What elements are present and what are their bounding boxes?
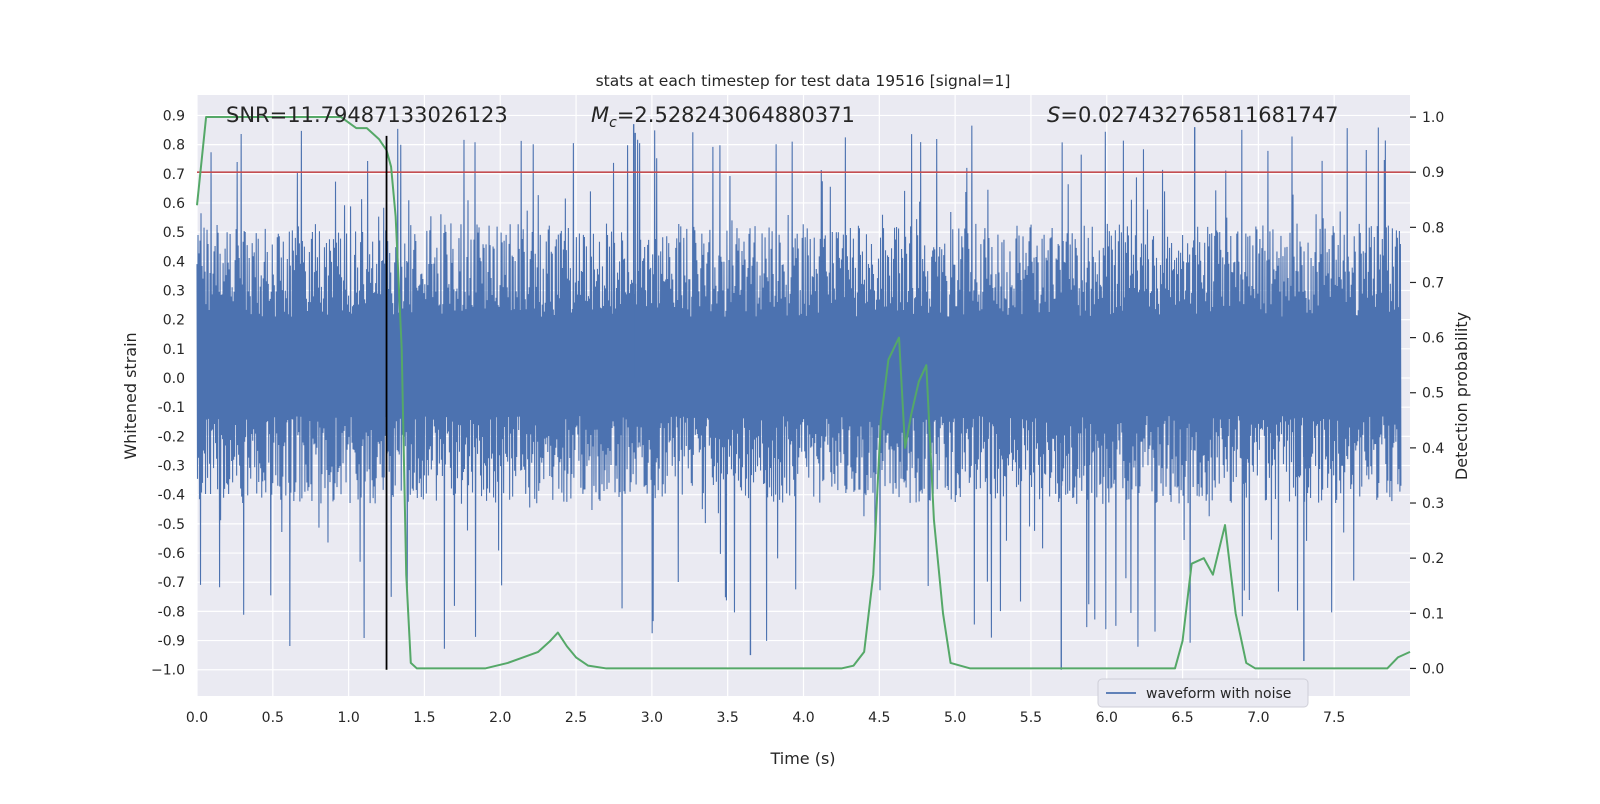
chart-title: stats at each timestep for test data 195…: [596, 72, 1011, 90]
y-left-tick-label: 0.5: [163, 225, 185, 241]
y-left-tick-label: 0.7: [163, 167, 185, 183]
x-tick-label: 6.0: [1096, 710, 1118, 726]
legend-label: waveform with noise: [1146, 686, 1291, 702]
y-right-tick-label: 1.0: [1422, 110, 1444, 126]
y-left-tick-label: 0.1: [163, 342, 185, 358]
x-axis-label: Time (s): [769, 749, 835, 768]
y-left-tick-label: 0.2: [163, 313, 185, 329]
x-tick-label: 5.0: [944, 710, 966, 726]
x-tick-label: 4.5: [868, 710, 890, 726]
y-left-tick-label: 0.3: [163, 283, 185, 299]
y-left-tick-label: -0.4: [158, 488, 185, 504]
legend: waveform with noise: [1097, 678, 1309, 708]
y-left-tick-label: 0.8: [163, 138, 185, 154]
x-tick-label: 1.0: [337, 710, 359, 726]
y-left-tick-label: -0.6: [158, 546, 185, 562]
x-tick-label: 3.0: [641, 710, 663, 726]
legend-box: [1097, 678, 1309, 708]
y-right-tick-label: 0.4: [1422, 441, 1444, 457]
x-tick-label: 3.5: [717, 710, 739, 726]
snr-annotation: SNR=11.79487133026123: [226, 103, 508, 127]
waveform-series: [196, 124, 1402, 670]
x-tick-label: 0.0: [186, 710, 208, 726]
y-left-tick-label: -0.2: [158, 429, 185, 445]
y-left-tick-label: 0.4: [163, 254, 185, 270]
y-left-tick-label: 0.0: [163, 371, 185, 387]
x-tick-label: 7.0: [1247, 710, 1269, 726]
chirp-mass-annotation: Mc=2.528243064880371: [591, 103, 855, 131]
x-tick-label: 7.5: [1323, 710, 1345, 726]
y-right-tick-label: 0.5: [1422, 386, 1444, 402]
x-tick-label: 2.0: [489, 710, 511, 726]
y-right-tick-label: 0.2: [1422, 551, 1444, 567]
y-left-tick-label: -0.3: [158, 459, 185, 475]
s-symbol: S: [1047, 103, 1060, 127]
y-right-tick-label: 0.1: [1422, 606, 1444, 622]
s-annotation: S=0.027432765811681747: [1047, 103, 1338, 127]
y-right-tick-label: 0.7: [1422, 275, 1444, 291]
y-axis-right-label: Detection probability: [1452, 312, 1471, 480]
y-left-tick-label: 0.9: [163, 108, 185, 124]
y-left-tick-label: -0.8: [158, 604, 185, 620]
chirp-mass-value: =2.528243064880371: [617, 103, 855, 127]
chirp-mass-symbol: M: [591, 103, 609, 127]
s-value: =0.027432765811681747: [1060, 103, 1338, 127]
y-right-tick-label: 0.9: [1422, 165, 1444, 181]
y-left-tick-label: -0.1: [158, 400, 185, 416]
x-tick-label: 6.5: [1171, 710, 1193, 726]
y-left-tick-label: 0.6: [163, 196, 185, 212]
y-left-tick-label: -0.5: [158, 517, 185, 533]
x-tick-label: 4.0: [792, 710, 814, 726]
y-right-tick-label: 0.6: [1422, 331, 1444, 347]
y-axis-left-label: Whitened strain: [121, 332, 140, 459]
x-tick-label: 5.5: [1020, 710, 1042, 726]
x-tick-label: 1.5: [413, 710, 435, 726]
chirp-mass-subscript: c: [609, 115, 617, 131]
y-left-tick-label: -0.9: [158, 634, 185, 650]
y-right-tick-label: 0.3: [1422, 496, 1444, 512]
y-right-tick-label: 0.8: [1422, 220, 1444, 236]
y-left-tick-label: −1.0: [151, 663, 185, 679]
x-tick-label: 0.5: [262, 710, 284, 726]
x-tick-label: 2.5: [565, 710, 587, 726]
waveform-line: [196, 125, 1402, 649]
axes: 0.0 0.5 1.0 1.5 2.0 2.5 3.0 3.5 4.0 4.5 5.0 5.5 6.0 6…: [151, 108, 1444, 726]
y-left-tick-label: -0.7: [158, 575, 185, 591]
y-right-tick-label: 0.0: [1422, 661, 1444, 677]
